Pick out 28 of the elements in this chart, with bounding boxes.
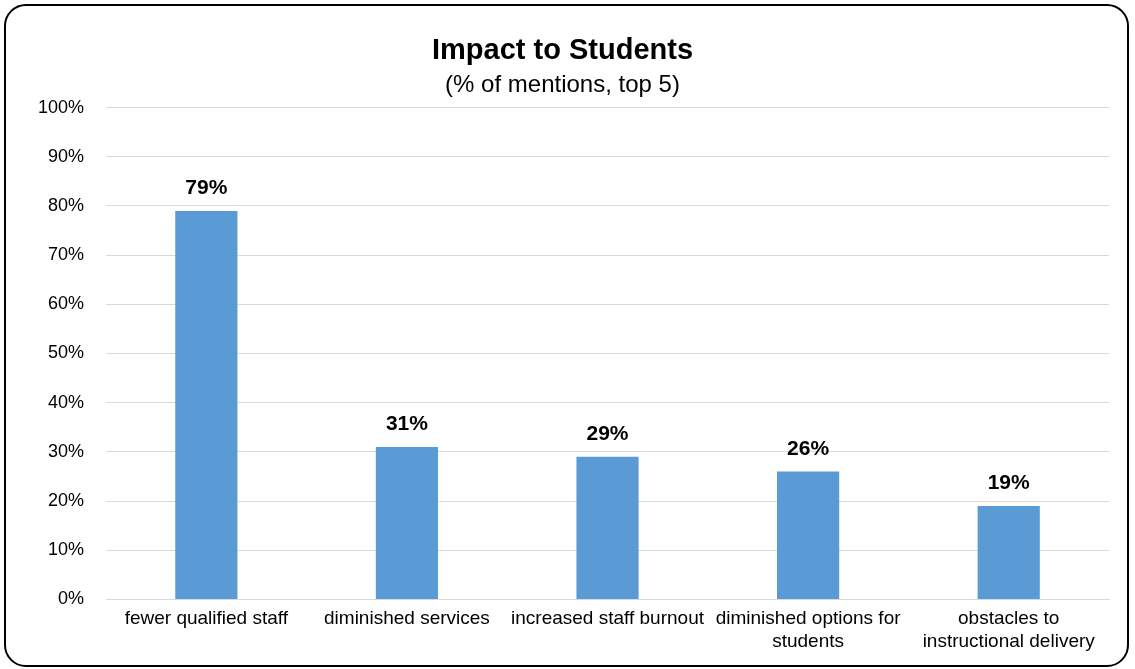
x-tick-label: increased staff burnout [511,607,705,629]
x-tick-label: diminished options for students [715,607,902,651]
y-tick-label: 40% [48,391,85,412]
data-label: 79% [185,175,228,199]
data-label: 26% [787,435,830,459]
bar [576,456,639,599]
bar [977,505,1040,599]
y-tick-label: 90% [48,145,85,166]
y-tick-label: 30% [48,440,85,461]
data-label: 29% [586,421,629,445]
bar [375,446,439,599]
x-tick-label: fewer qualified staff [124,607,289,629]
y-tick-label: 60% [48,293,85,314]
x-tick-label: obstacles to instructional delivery [922,607,1096,651]
y-tick-label: 80% [48,194,85,215]
y-tick-label: 100% [37,96,85,117]
bar [175,210,238,599]
y-tick-label: 70% [48,244,85,265]
y-tick-label: 20% [48,490,85,511]
chart-title: Impact to Students [431,33,694,66]
data-label: 31% [385,411,429,435]
y-tick-label: 10% [48,539,85,560]
y-tick-label: 0% [58,588,85,609]
y-tick-label: 50% [48,342,85,363]
data-label: 19% [987,470,1031,494]
x-tick-label: diminished services [324,607,490,629]
chart-subtitle: (% of mentions, top 5) [445,69,680,97]
bar [777,471,840,599]
